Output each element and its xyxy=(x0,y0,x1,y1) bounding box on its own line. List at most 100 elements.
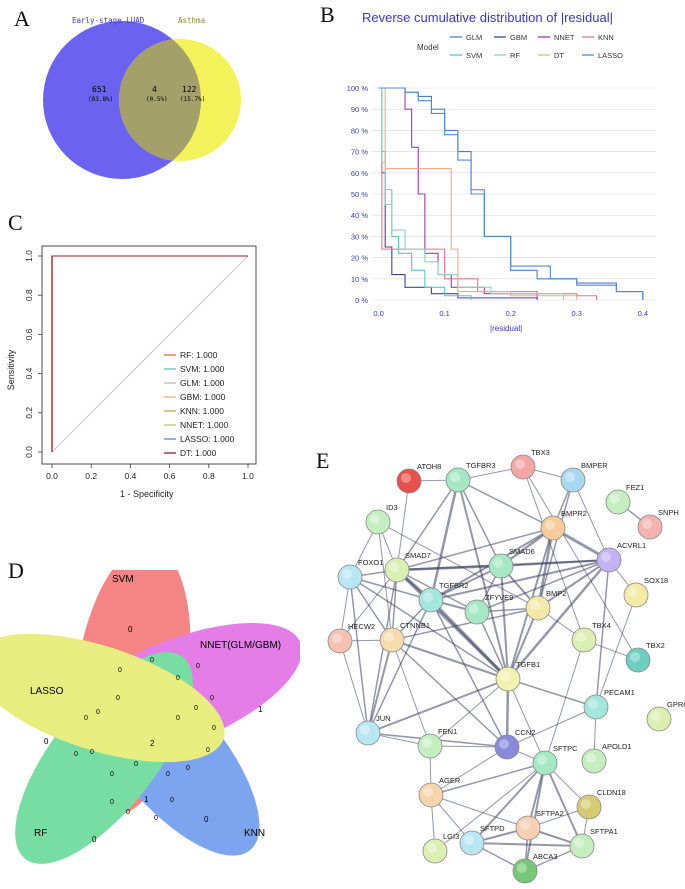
network-node-abca3[interactable]: ABCA3 xyxy=(512,852,558,884)
network-edge xyxy=(506,706,597,748)
network-node-circle xyxy=(337,564,363,590)
network-edge xyxy=(430,794,529,829)
network-node-highlight xyxy=(423,787,433,797)
network-node-label: TBX2 xyxy=(646,641,665,650)
network-node-jun[interactable]: JUN xyxy=(355,714,391,746)
panel-label-b: B xyxy=(320,2,335,27)
network-node-fez1[interactable]: FEZ1 xyxy=(605,483,644,515)
chart-b-ytick: 40 % xyxy=(351,211,368,220)
network-node-circle xyxy=(515,815,541,841)
venn-nnet-only: 1 xyxy=(258,705,263,714)
network-node-apold1[interactable]: APOLD1 xyxy=(581,742,632,774)
network-edge xyxy=(595,594,637,708)
network-node-tgfbr2[interactable]: TGFBR2 xyxy=(418,581,469,613)
network-edge xyxy=(349,576,432,601)
network-node-circle xyxy=(417,733,443,759)
network-node-sftpd[interactable]: SFTPD xyxy=(459,824,505,856)
venn-left-pct: (83.8%) xyxy=(88,96,113,103)
network-node-sftpa2[interactable]: SFTPA2 xyxy=(515,809,564,841)
roc-legend-label: NNET: 1.000 xyxy=(180,420,228,430)
roc-ytick: 1.0 xyxy=(24,250,34,262)
network-edge xyxy=(434,762,546,852)
network-node-sftpa1[interactable]: SFTPA1 xyxy=(569,827,618,859)
network-node-cldn18[interactable]: CLDN18 xyxy=(576,788,626,820)
network-edge xyxy=(430,599,508,748)
network-node-ager[interactable]: AGER xyxy=(418,776,461,808)
venn-rf-only: 0 xyxy=(92,835,97,844)
network-node-sox18[interactable]: SOX18 xyxy=(623,576,668,608)
network-node-sftpc[interactable]: SFTPC xyxy=(532,744,578,776)
network-node-tbx3[interactable]: TBX3 xyxy=(510,448,550,480)
network-node-tbx4[interactable]: TBX4 xyxy=(571,621,611,653)
network-node-gprc5a[interactable]: GPRC5A xyxy=(646,700,685,732)
network-node-ccn2[interactable]: CCN2 xyxy=(494,728,535,760)
chart-b-grid xyxy=(372,87,656,301)
network-edge xyxy=(457,479,509,680)
network-node-smad6[interactable]: SMAD6 xyxy=(488,547,535,579)
network-node-label: FEZ1 xyxy=(626,483,644,492)
network-node-fen1[interactable]: FEN1 xyxy=(417,727,457,759)
venn-zero-label: 0 xyxy=(170,797,174,804)
network-node-lgi3[interactable]: LGI3 xyxy=(422,832,459,864)
venn-zero-label: 0 xyxy=(84,715,88,722)
panel-label-e: E xyxy=(316,448,330,473)
network-node-circle xyxy=(355,720,381,746)
network-node-tgfbr3[interactable]: TGFBR3 xyxy=(445,461,496,493)
network-node-snph[interactable]: SNPH xyxy=(637,508,679,540)
network-edge xyxy=(396,479,459,571)
chart-b-legend-label: NNET xyxy=(554,33,575,42)
venn-label-nnet: NNET(GLM/GBM) xyxy=(200,640,281,651)
network-edge xyxy=(391,639,508,748)
network-node-hecw2[interactable]: HECW2 xyxy=(327,622,375,654)
network-node-label: SFTPC xyxy=(553,744,578,753)
network-node-acvrl1[interactable]: ACVRL1 xyxy=(596,541,646,573)
network-node-circle xyxy=(379,627,405,653)
network-node-highlight xyxy=(576,632,586,642)
network-node-bmper[interactable]: BMPER xyxy=(560,461,608,493)
network-edge xyxy=(537,559,610,609)
network-edge xyxy=(507,607,539,680)
network-node-label: BMP2 xyxy=(546,589,566,598)
venn-label-knn: KNN xyxy=(244,828,265,839)
reverse-cumulative-chart: Reverse cumulative distribution of |resi… xyxy=(347,10,656,333)
venn-two-set: Early-stage LUAD Asthma 651 (83.8%) 4 (0… xyxy=(43,16,241,179)
network-node-zfyve9[interactable]: ZFYVE9 xyxy=(464,593,513,625)
venn-zero-label: 0 xyxy=(96,709,100,716)
network-node-smad7[interactable]: SMAD7 xyxy=(384,551,431,583)
network-node-pecam1[interactable]: PECAM1 xyxy=(583,688,635,720)
network-node-highlight xyxy=(500,671,510,681)
roc-xtick: 0.8 xyxy=(203,471,215,481)
network-node-tgfb1[interactable]: TGFB1 xyxy=(495,660,540,692)
chart-b-xtick: 0.3 xyxy=(572,309,582,318)
network-edge xyxy=(522,466,639,661)
chart-b-legend-label: KNN xyxy=(598,33,614,42)
network-node-label: TBX4 xyxy=(592,621,611,630)
network-node-highlight xyxy=(370,514,380,524)
venn-right-title: Asthma xyxy=(178,16,205,25)
network-node-highlight xyxy=(360,725,370,735)
chart-b-ytick: 10 % xyxy=(351,275,368,284)
network-node-circle xyxy=(596,547,622,573)
network-node-circle xyxy=(418,587,444,613)
chart-b-series xyxy=(378,87,644,300)
network-node-circle xyxy=(583,694,609,720)
network-edge xyxy=(457,479,554,529)
network-node-atoh8[interactable]: ATOH8 xyxy=(396,462,441,494)
network-node-highlight xyxy=(601,552,611,562)
venn-zero-label: 0 xyxy=(150,657,154,664)
venn-zero-label: 0 xyxy=(194,705,198,712)
chart-b-series-gbm xyxy=(378,87,538,300)
network-node-highlight xyxy=(493,558,503,568)
network-node-id3[interactable]: ID3 xyxy=(365,503,398,535)
network-node-foxo1[interactable]: FOXO1 xyxy=(337,558,383,590)
network-node-tbx2[interactable]: TBX2 xyxy=(625,641,665,673)
venn-overlap-region xyxy=(119,39,201,161)
network-node-label: SFTPA1 xyxy=(590,827,618,836)
network-node-ctnnb1[interactable]: CTNNB1 xyxy=(379,621,430,653)
network-node-bmpr2[interactable]: BMPR2 xyxy=(540,509,587,541)
network-node-label: ID3 xyxy=(386,503,398,512)
network-edge xyxy=(537,479,574,609)
network-node-bmp2[interactable]: BMP2 xyxy=(525,589,566,621)
chart-b-xlabel: |residual| xyxy=(490,324,522,333)
roc-legend-label: KNN: 1.000 xyxy=(180,406,224,416)
